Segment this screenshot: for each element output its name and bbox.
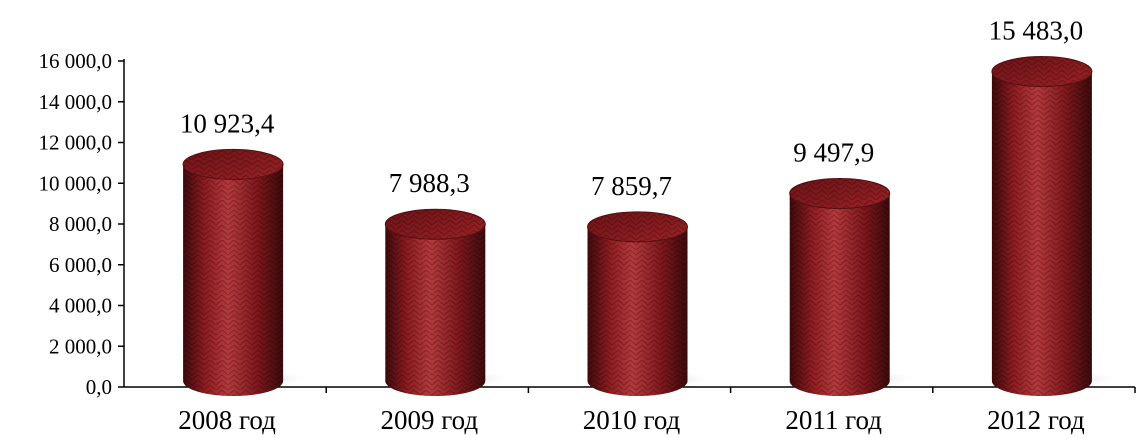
- bar: [983, 56, 1120, 397]
- axis-layer: 0,0 2 000,0 4 000,0 6 000,0 8 000,0 10 000,0 1…: [39, 49, 1136, 399]
- x-tick-label: 2010 год: [583, 405, 681, 435]
- bar-texture: [385, 224, 486, 397]
- x-tick-label: 2008 год: [178, 405, 276, 435]
- bar-top-texture: [789, 178, 890, 209]
- x-tick-label: 2009 год: [380, 405, 478, 435]
- bars-layer: [175, 56, 1120, 397]
- y-tick-label: 4 000,0: [49, 294, 112, 318]
- y-tick-label: 6 000,0: [49, 253, 112, 277]
- bar: [579, 211, 716, 397]
- bar: [175, 148, 312, 397]
- y-tick-label: 2 000,0: [49, 334, 112, 358]
- x-tick-label: 2011 год: [785, 405, 882, 435]
- bar-texture: [991, 71, 1092, 397]
- y-tick-label: 16 000,0: [39, 49, 113, 73]
- data-label: 7 859,7: [591, 171, 672, 201]
- data-label: 10 923,4: [180, 108, 275, 138]
- bar: [377, 208, 514, 397]
- labels-layer: 10 923,4 2008 год 7 988,3 2009 год 7 859,7 20…: [178, 16, 1085, 435]
- bar-texture: [183, 164, 284, 397]
- bar-texture: [789, 193, 890, 397]
- y-tick-label: 12 000,0: [39, 131, 113, 155]
- bar-top-texture: [991, 56, 1092, 87]
- bar-top-texture: [587, 211, 688, 242]
- y-tick-label: 0,0: [86, 375, 112, 399]
- data-label: 9 497,9: [793, 137, 874, 167]
- data-label: 7 988,3: [389, 168, 470, 198]
- x-tick-label: 2012 год: [987, 405, 1085, 435]
- y-tick-label: 14 000,0: [39, 90, 113, 114]
- y-tick-label: 8 000,0: [49, 212, 112, 236]
- bar-top-texture: [385, 209, 486, 240]
- bar-texture: [587, 226, 688, 397]
- data-label: 15 483,0: [989, 16, 1084, 46]
- bar: [781, 177, 918, 397]
- bar-top-texture: [183, 149, 284, 180]
- y-tick-label: 10 000,0: [39, 171, 113, 195]
